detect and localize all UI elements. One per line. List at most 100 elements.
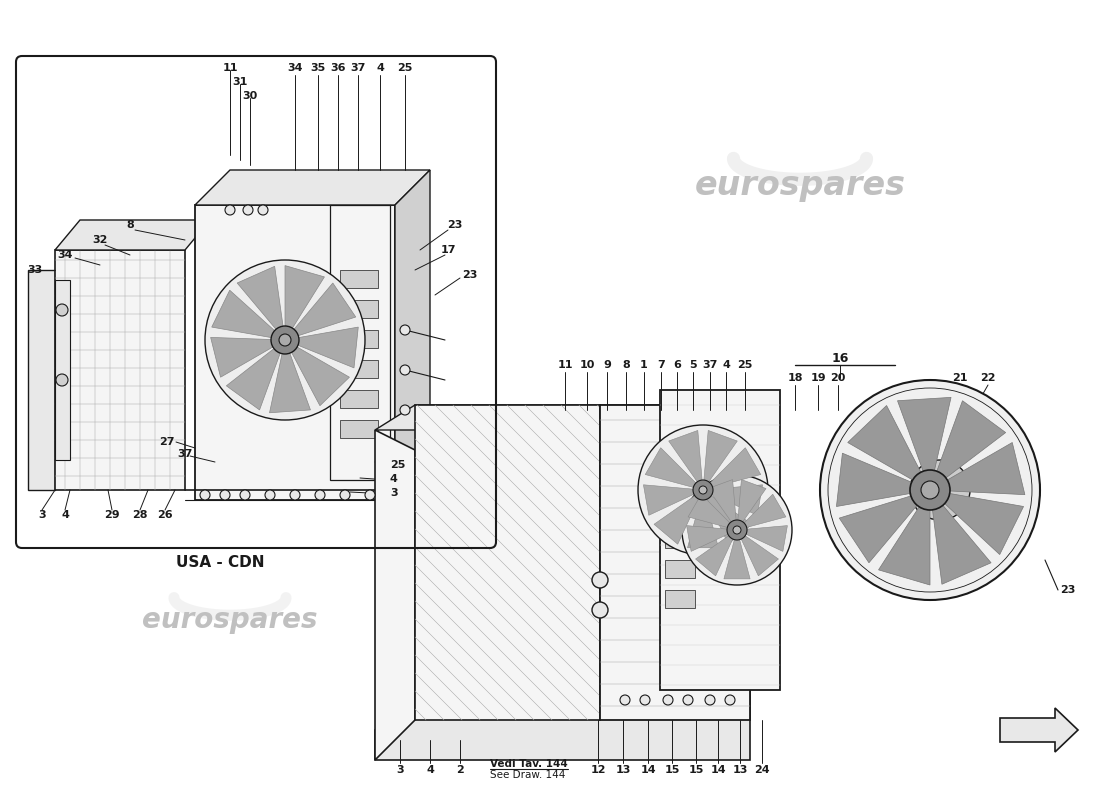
Text: 34: 34: [57, 250, 73, 260]
Polygon shape: [646, 448, 696, 487]
Text: 21: 21: [953, 373, 968, 383]
Polygon shape: [744, 494, 785, 527]
Text: 4: 4: [426, 765, 433, 775]
Polygon shape: [55, 280, 70, 460]
Circle shape: [400, 325, 410, 335]
Text: 9: 9: [603, 360, 611, 370]
Polygon shape: [741, 536, 779, 576]
Polygon shape: [600, 405, 750, 720]
Text: 23: 23: [1060, 585, 1076, 595]
Circle shape: [727, 520, 747, 540]
Text: 25: 25: [397, 63, 412, 73]
Polygon shape: [933, 504, 991, 584]
Polygon shape: [55, 250, 185, 490]
Polygon shape: [666, 560, 695, 578]
Polygon shape: [704, 430, 737, 482]
Polygon shape: [195, 170, 430, 205]
Polygon shape: [292, 347, 350, 406]
Circle shape: [205, 260, 365, 420]
Text: See Draw. 144: See Draw. 144: [490, 770, 565, 780]
Polygon shape: [836, 453, 913, 506]
Polygon shape: [285, 266, 324, 328]
Circle shape: [592, 602, 608, 618]
Text: 17: 17: [440, 245, 455, 255]
Polygon shape: [666, 500, 695, 518]
Circle shape: [290, 490, 300, 500]
Text: 25: 25: [737, 360, 752, 370]
Circle shape: [910, 470, 950, 510]
Polygon shape: [738, 479, 766, 522]
Circle shape: [258, 205, 268, 215]
Polygon shape: [839, 495, 918, 562]
Polygon shape: [711, 448, 761, 487]
Text: 27: 27: [160, 437, 175, 447]
Text: 22: 22: [980, 373, 996, 383]
Text: 14: 14: [640, 765, 656, 775]
Circle shape: [620, 695, 630, 705]
Circle shape: [725, 695, 735, 705]
Text: 3: 3: [39, 510, 46, 520]
Polygon shape: [688, 500, 718, 548]
Polygon shape: [746, 526, 788, 551]
Circle shape: [910, 460, 970, 520]
Text: 31: 31: [232, 77, 248, 87]
Polygon shape: [375, 405, 750, 430]
Polygon shape: [654, 496, 698, 544]
Polygon shape: [298, 327, 359, 368]
Text: 4: 4: [722, 360, 730, 370]
Text: 34: 34: [287, 63, 303, 73]
Polygon shape: [695, 536, 733, 576]
Polygon shape: [707, 496, 752, 544]
Polygon shape: [211, 290, 275, 338]
Circle shape: [820, 380, 1040, 600]
Polygon shape: [270, 353, 310, 413]
Polygon shape: [936, 401, 1005, 479]
Text: 23: 23: [448, 220, 463, 230]
Circle shape: [698, 486, 707, 494]
Polygon shape: [666, 590, 695, 608]
Circle shape: [340, 490, 350, 500]
Polygon shape: [666, 470, 695, 488]
Circle shape: [56, 304, 68, 316]
Polygon shape: [943, 493, 1024, 554]
Polygon shape: [55, 220, 210, 250]
Text: 13: 13: [733, 765, 748, 775]
Circle shape: [243, 205, 253, 215]
Text: Vedi Tav. 144: Vedi Tav. 144: [490, 759, 568, 769]
Polygon shape: [669, 430, 702, 482]
Polygon shape: [227, 349, 280, 410]
Circle shape: [693, 480, 713, 500]
Polygon shape: [898, 398, 952, 473]
Polygon shape: [238, 266, 283, 330]
Text: 36: 36: [330, 63, 345, 73]
Polygon shape: [689, 494, 730, 527]
Text: 7: 7: [657, 360, 664, 370]
Text: 2: 2: [456, 765, 464, 775]
Text: 20: 20: [830, 373, 846, 383]
Polygon shape: [340, 300, 378, 318]
Text: 15: 15: [664, 765, 680, 775]
Text: 26: 26: [157, 510, 173, 520]
Text: 37: 37: [177, 449, 192, 459]
Circle shape: [682, 475, 792, 585]
Polygon shape: [340, 270, 378, 288]
Circle shape: [56, 374, 68, 386]
Text: 28: 28: [132, 510, 147, 520]
Text: 8: 8: [126, 220, 134, 230]
Polygon shape: [708, 479, 736, 522]
Polygon shape: [1000, 708, 1078, 752]
Circle shape: [400, 405, 410, 415]
Polygon shape: [340, 390, 378, 408]
Polygon shape: [415, 405, 600, 720]
Text: 19: 19: [811, 373, 826, 383]
Polygon shape: [375, 430, 415, 760]
Circle shape: [921, 481, 939, 499]
Circle shape: [733, 526, 741, 534]
Text: 3: 3: [396, 765, 404, 775]
Text: 23: 23: [462, 270, 477, 280]
Polygon shape: [848, 406, 922, 481]
Polygon shape: [666, 530, 695, 548]
Text: 24: 24: [755, 765, 770, 775]
Circle shape: [663, 695, 673, 705]
Circle shape: [705, 695, 715, 705]
